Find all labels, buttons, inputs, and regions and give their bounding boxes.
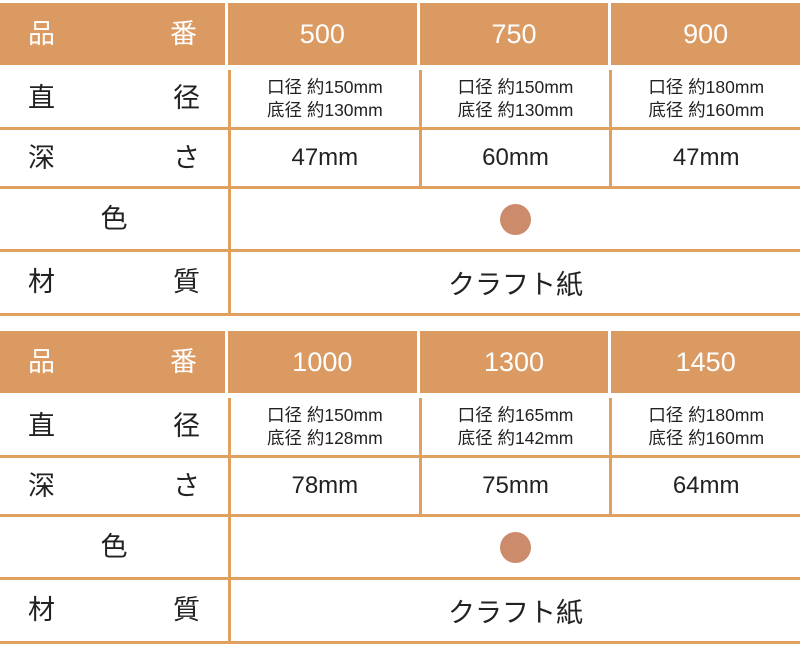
depth-cell: 47mm xyxy=(609,130,800,186)
mouth-diameter: 口径 約180mm xyxy=(648,405,765,426)
header-col-product-1300: 1300 xyxy=(419,331,609,393)
depth-cell: 64mm xyxy=(609,458,800,514)
material-row-label: 材質 xyxy=(28,595,200,625)
color-swatch-dot xyxy=(500,531,531,563)
table-1-body: 直径 口径 約150mm 底径 約130mm 口径 約150mm 底径 約130… xyxy=(0,70,800,316)
diameter-cell: 口径 約165mm 底径 約142mm xyxy=(418,398,610,455)
diameter-cell: 口径 約150mm 底径 約130mm xyxy=(228,70,419,127)
table-row-diameter: 直径 口径 約150mm 底径 約128mm 口径 約165mm 底径 約142… xyxy=(0,398,800,458)
spec-table-1: 品番 500 750 900 直径 口径 約150mm 底径 約130mm 口径… xyxy=(0,3,800,316)
table-2-header-row: 品番 1000 1300 1450 xyxy=(0,331,800,393)
depth-row-label: 深さ xyxy=(28,143,200,173)
mouth-diameter: 口径 約150mm xyxy=(266,77,383,98)
diameter-cell: 口径 約180mm 底径 約160mm xyxy=(609,70,800,127)
depth-cell: 47mm xyxy=(228,130,419,186)
header-col-product-500: 500 xyxy=(228,3,417,65)
depth-row-label: 深さ xyxy=(28,471,200,501)
mouth-diameter: 口径 約150mm xyxy=(457,77,574,98)
diameter-cell: 口径 約180mm 底径 約160mm xyxy=(609,398,800,455)
table-row-material: 材質 クラフト紙 xyxy=(0,252,800,316)
header-product-number-label: 品番 xyxy=(0,3,225,65)
header-col-product-750: 750 xyxy=(419,3,609,65)
mouth-diameter: 口径 約150mm xyxy=(266,405,383,426)
depth-cell: 75mm xyxy=(418,458,610,514)
depth-cell: 60mm xyxy=(418,130,610,186)
base-diameter: 底径 約142mm xyxy=(457,427,574,448)
base-diameter: 底径 約128mm xyxy=(266,427,383,448)
base-diameter: 底径 約160mm xyxy=(648,99,765,120)
spec-table-2: 品番 1000 1300 1450 直径 口径 約150mm 底径 約128mm… xyxy=(0,331,800,644)
header-col-product-1000: 1000 xyxy=(228,331,417,393)
header-col-product-900: 900 xyxy=(611,3,800,65)
diameter-cell: 口径 約150mm 底径 約130mm xyxy=(418,70,610,127)
material-value: クラフト紙 xyxy=(228,580,800,641)
table-row-material: 材質 クラフト紙 xyxy=(0,580,800,644)
color-swatch-dot xyxy=(500,203,531,235)
diameter-row-label: 直径 xyxy=(28,83,200,113)
mouth-diameter: 口径 約180mm xyxy=(648,77,765,98)
base-diameter: 底径 約130mm xyxy=(266,99,383,120)
table-row-depth: 深さ 47mm 60mm 47mm xyxy=(0,130,800,189)
color-row-label: 色 xyxy=(100,532,128,562)
table-1-header-row: 品番 500 750 900 xyxy=(0,3,800,65)
base-diameter: 底径 約130mm xyxy=(457,99,574,120)
base-diameter: 底径 約160mm xyxy=(648,427,765,448)
color-row-label: 色 xyxy=(100,204,128,234)
color-cell xyxy=(228,517,800,577)
table-2-body: 直径 口径 約150mm 底径 約128mm 口径 約165mm 底径 約142… xyxy=(0,398,800,644)
table-row-depth: 深さ 78mm 75mm 64mm xyxy=(0,458,800,517)
color-cell xyxy=(228,189,800,249)
material-row-label: 材質 xyxy=(28,267,200,297)
table-row-diameter: 直径 口径 約150mm 底径 約130mm 口径 約150mm 底径 約130… xyxy=(0,70,800,130)
header-col-product-1450: 1450 xyxy=(611,331,800,393)
diameter-row-label: 直径 xyxy=(28,411,200,441)
table-row-color: 色 xyxy=(0,517,800,580)
diameter-cell: 口径 約150mm 底径 約128mm xyxy=(228,398,419,455)
material-value: クラフト紙 xyxy=(228,252,800,313)
table-row-color: 色 xyxy=(0,189,800,252)
mouth-diameter: 口径 約165mm xyxy=(457,405,574,426)
header-product-number-label: 品番 xyxy=(0,331,225,393)
depth-cell: 78mm xyxy=(228,458,419,514)
